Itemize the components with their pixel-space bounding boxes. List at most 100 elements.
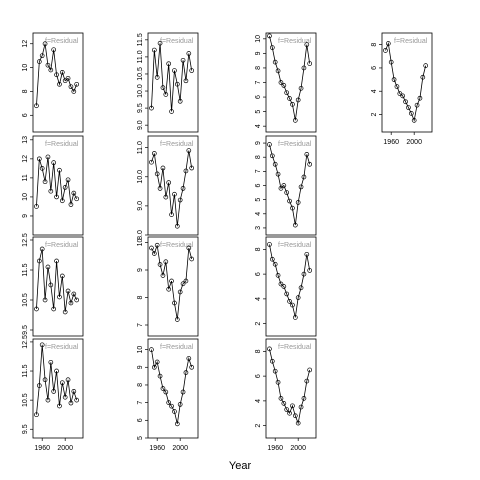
panel-label: f=Residual: [45, 344, 79, 351]
data-point: [394, 84, 400, 89]
data-point: [180, 57, 186, 63]
data-line: [151, 43, 193, 112]
data-point: [65, 377, 71, 383]
y-tick-label: 10.0: [137, 170, 144, 184]
data-point: [163, 259, 169, 265]
data-point: [177, 289, 183, 295]
data-point: [149, 347, 154, 352]
panel-frame: [265, 338, 317, 439]
panel-frame: [32, 32, 84, 133]
y-tick-label: 12: [22, 155, 29, 163]
data-point: [51, 160, 57, 166]
y-tick-label: 9: [137, 268, 144, 272]
panel: f=Residual: [383, 38, 429, 123]
data-point: [169, 278, 174, 284]
data-point: [281, 83, 287, 88]
y-tick-label: 4: [371, 89, 378, 93]
data-point: [301, 396, 307, 401]
data-point: [295, 200, 301, 205]
data-point: [68, 400, 74, 406]
data-point: [57, 81, 62, 87]
data-point: [290, 403, 295, 409]
data-point: [406, 105, 411, 110]
data-point: [385, 41, 391, 46]
data-point: [281, 284, 287, 289]
panel: f=Residual: [149, 38, 195, 114]
y-tick-label: 7: [255, 169, 262, 173]
data-point: [295, 295, 301, 300]
data-point: [166, 180, 172, 185]
data-point: [51, 389, 57, 394]
data-line: [269, 348, 311, 425]
data-point: [275, 379, 281, 385]
y-tick-label: 10: [137, 239, 144, 247]
x-tick-label: 2000: [57, 445, 73, 452]
data-point: [397, 91, 403, 96]
data-point: [284, 190, 290, 195]
y-tick-label: 7: [255, 80, 262, 84]
data-point: [269, 45, 275, 50]
data-point: [423, 63, 429, 68]
y-tick-label: 7: [137, 323, 144, 327]
data-point: [304, 251, 310, 257]
data-line: [36, 248, 78, 313]
data-point: [267, 33, 272, 39]
data-point: [174, 81, 180, 87]
data-point: [304, 42, 310, 47]
data-point: [48, 282, 54, 288]
y-tick-label: 6: [371, 66, 378, 70]
y-tick-label: 10: [255, 35, 262, 43]
data-line: [151, 349, 193, 424]
panel-label: f=Residual: [278, 242, 312, 249]
data-point: [284, 407, 290, 412]
data-point: [186, 51, 192, 56]
data-point: [189, 364, 195, 370]
panel-label: f=Residual: [160, 344, 194, 351]
data-line: [385, 42, 427, 122]
panel: f=Residual: [267, 141, 313, 228]
data-point: [408, 111, 414, 116]
data-line: [36, 43, 78, 106]
data-point: [34, 103, 39, 109]
data-point: [45, 62, 51, 68]
data-point: [278, 185, 284, 191]
data-line: [269, 144, 311, 226]
data-point: [160, 165, 166, 171]
data-point: [295, 97, 301, 103]
data-point: [34, 412, 39, 418]
data-point: [62, 185, 68, 190]
data-point: [59, 198, 65, 204]
data-point: [57, 294, 62, 300]
data-point: [48, 67, 54, 73]
y-tick-label: 6: [255, 272, 262, 276]
data-point: [278, 396, 284, 401]
data-point: [278, 80, 284, 85]
data-line: [36, 156, 78, 207]
panel-label: f=Residual: [160, 141, 194, 148]
data-point: [74, 196, 80, 202]
data-point: [177, 98, 183, 104]
data-point: [163, 194, 169, 200]
panel: f=Residual: [34, 38, 80, 109]
data-point: [157, 373, 163, 379]
panel: f=Residual: [267, 344, 313, 426]
data-point: [151, 364, 157, 370]
data-point: [68, 84, 74, 90]
data-line: [151, 245, 193, 320]
y-tick-label: 6: [255, 95, 262, 99]
data-point: [149, 105, 154, 111]
data-point: [414, 102, 420, 108]
data-point: [287, 96, 292, 101]
data-point: [169, 109, 174, 114]
data-point: [272, 161, 278, 167]
data-point: [189, 256, 195, 262]
data-point: [183, 278, 189, 284]
y-tick-label: 10: [22, 193, 29, 201]
data-point: [172, 409, 177, 414]
data-point: [34, 306, 39, 312]
y-tick-label: 9.5: [22, 325, 29, 335]
y-tick-label: 10.5: [137, 67, 144, 81]
y-tick-label: 11: [22, 174, 29, 181]
panel-label: f=Residual: [45, 38, 79, 45]
